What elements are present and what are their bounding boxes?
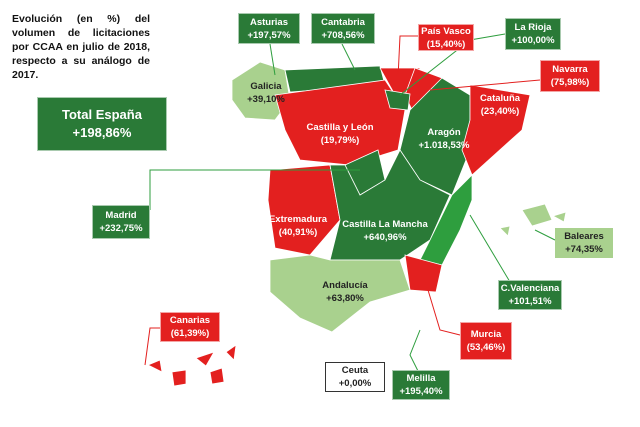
region-value: +640,96%	[363, 232, 407, 243]
region-label: Asturias +197,57%	[238, 13, 300, 44]
leader-line	[341, 43, 356, 71]
region-label: Melilla +195,40%	[392, 370, 450, 400]
leader-line	[149, 169, 360, 210]
region-label: Extremadura (40,91%)	[268, 208, 328, 244]
region-value: +198,86%	[72, 125, 132, 140]
region-name: Andalucía	[322, 280, 368, 291]
region-value: +708,56%	[321, 29, 365, 41]
andalucia-shape	[269, 254, 411, 333]
leader-lines-red	[144, 35, 541, 366]
region-name: País Vasco	[421, 25, 471, 37]
murcia-shape	[404, 254, 443, 293]
baleares-shape	[551, 211, 567, 223]
region-label: Total España +198,86%	[37, 97, 167, 151]
region-value: (19,79%)	[320, 135, 360, 146]
baleares-shape	[521, 203, 553, 227]
region-name: Cantabria	[321, 16, 365, 28]
region-value: +0,00%	[338, 378, 372, 389]
region-label: Aragón +1.018,53%	[412, 124, 476, 154]
region-label: C.Valenciana +101,51%	[498, 280, 562, 310]
region-value: (23,40%)	[480, 106, 520, 117]
region-label: Ceuta +0,00%	[325, 362, 385, 392]
region-value: +74,35%	[565, 244, 603, 255]
region-name: Asturias	[249, 16, 288, 28]
region-value: +101,51%	[508, 296, 552, 307]
region-value: +100,00%	[511, 35, 555, 46]
region-label: Canarias (61,39%)	[160, 312, 220, 342]
region-value: +39,10%	[247, 94, 285, 105]
region-label: Castilla La Mancha +640,96%	[340, 214, 430, 248]
leader-line	[144, 327, 160, 366]
la-rioja-shape	[384, 89, 411, 111]
region-value: (40,91%)	[278, 227, 318, 238]
canarias-shape	[147, 359, 163, 373]
region-label: Murcia (53,46%)	[460, 322, 512, 360]
region-name: Total España	[62, 107, 142, 122]
region-value: +197,57%	[247, 29, 291, 41]
region-value: +63,80%	[326, 293, 364, 304]
region-label: Castilla y León (19,79%)	[300, 118, 380, 150]
leader-line	[269, 43, 276, 76]
region-name: Murcia	[470, 329, 502, 340]
region-name: Cataluña	[479, 93, 521, 104]
region-label: Andalucía +63,80%	[310, 276, 380, 308]
canarias-shape	[225, 344, 237, 361]
region-name: Baleares	[564, 231, 604, 242]
region-name: Ceuta	[341, 365, 369, 376]
region-name: C.Valenciana	[500, 283, 560, 294]
region-name: Melilla	[406, 373, 436, 384]
leader-line	[534, 229, 556, 241]
region-value: (61,39%)	[170, 328, 210, 339]
castilla-la-mancha-shape	[329, 149, 451, 261]
region-name: Castilla y León	[306, 122, 374, 133]
region-name: Canarias	[169, 315, 211, 326]
region-name: Madrid	[105, 210, 137, 221]
region-value: (53,46%)	[466, 342, 506, 353]
region-name: Galicia	[250, 81, 282, 92]
region-label: Baleares +74,35%	[555, 228, 613, 258]
region-label: Madrid +232,75%	[92, 205, 150, 239]
region-label: Cantabria +708,56%	[311, 13, 375, 44]
region-name: Extremadura	[268, 214, 328, 225]
leader-line	[429, 79, 541, 91]
region-label: Navarra (75,98%)	[540, 60, 600, 92]
region-label: Galicia +39,10%	[244, 78, 288, 108]
region-value: +232,75%	[99, 223, 143, 234]
c-valenciana-shape	[419, 174, 473, 266]
leader-line	[397, 35, 418, 79]
region-name: La Rioja	[514, 22, 552, 33]
canarias-shape	[209, 367, 225, 385]
leader-line	[409, 329, 421, 376]
region-value: +195,40%	[399, 386, 443, 397]
baleares-shape	[499, 225, 511, 237]
title: Evolución (en %) del volumen de licitaci…	[12, 13, 150, 81]
region-label: País Vasco (15,40%)	[418, 24, 474, 51]
leader-line	[469, 214, 511, 283]
region-name: Aragón	[427, 127, 461, 138]
leader-line	[424, 279, 461, 336]
region-label: Cataluña (23,40%)	[470, 90, 530, 120]
region-value: (15,40%)	[426, 38, 466, 50]
regions	[147, 61, 567, 387]
region-name: Castilla La Mancha	[342, 219, 428, 230]
region-value: (75,98%)	[550, 77, 590, 88]
region-label: La Rioja +100,00%	[505, 18, 561, 50]
region-value: +1.018,53%	[418, 140, 470, 151]
region-name: Navarra	[552, 64, 588, 75]
canarias-shape	[171, 369, 187, 387]
canarias-shape	[195, 351, 215, 367]
